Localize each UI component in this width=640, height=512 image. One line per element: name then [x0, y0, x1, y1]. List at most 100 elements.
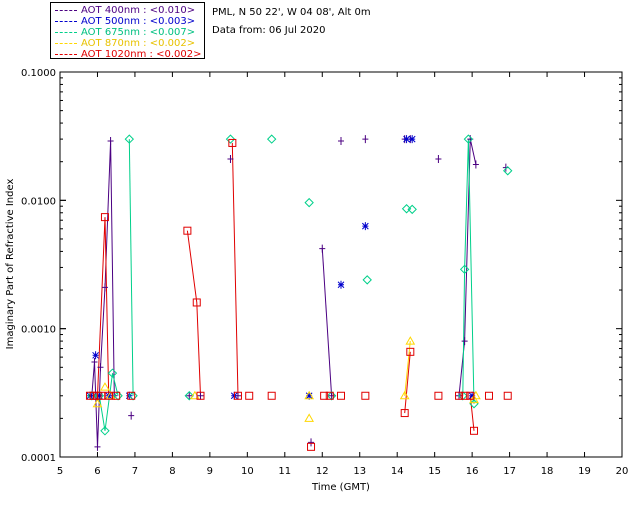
point-marker-diamond	[266, 134, 277, 144]
point-marker-square	[455, 391, 464, 400]
point-marker-plus	[97, 363, 104, 372]
x-tick-label: 18	[541, 466, 554, 477]
point-marker-square	[192, 298, 201, 307]
x-tick-label: 8	[169, 466, 175, 477]
point-marker-square	[112, 391, 121, 400]
point-marker-diamond	[107, 368, 118, 378]
point-marker-diamond	[184, 391, 194, 401]
point-marker-plus	[338, 136, 344, 145]
point-marker-asterisk	[468, 391, 476, 400]
point-marker-square	[434, 391, 443, 400]
point-marker-triangle	[405, 336, 416, 345]
y-tick-label: 0.0100	[21, 196, 56, 207]
series-lines	[91, 138, 477, 447]
point-marker-square	[127, 391, 136, 400]
point-marker-plus	[461, 337, 468, 346]
point-marker-diamond	[407, 204, 417, 215]
point-marker-plus	[107, 136, 114, 145]
x-tick-label: 19	[578, 466, 591, 477]
point-marker-square	[320, 391, 329, 400]
point-marker-square	[245, 391, 254, 400]
point-marker-square	[183, 226, 192, 235]
legend-item-500nm: AOT 500nm : <0.003>	[55, 16, 195, 27]
x-tick-label: 15	[428, 466, 441, 477]
x-axis-label: Time (GMT)	[311, 482, 370, 493]
series-line	[128, 139, 134, 396]
legend-swatch	[55, 31, 77, 33]
x-tick-label: 13	[353, 466, 366, 477]
legend-item-1020nm: AOT 1020nm : <0.002>	[55, 49, 201, 60]
point-marker-plus	[362, 135, 369, 144]
x-tick-label: 9	[207, 466, 213, 477]
point-marker-square	[470, 426, 479, 435]
point-marker-diamond	[463, 134, 474, 144]
point-marker-square	[503, 391, 512, 400]
x-tick-label: 14	[391, 466, 404, 477]
point-marker-asterisk	[403, 135, 410, 144]
legend-label: AOT 870nm : <0.002>	[81, 38, 196, 49]
point-marker-triangle	[100, 382, 110, 391]
legend-swatch	[55, 53, 77, 55]
legend-swatch	[55, 20, 77, 22]
point-marker-square	[484, 391, 493, 400]
y-tick-label: 0.0010	[21, 325, 56, 336]
point-marker-triangle	[92, 398, 103, 408]
x-tick-label: 7	[132, 466, 138, 477]
series-line	[97, 217, 110, 396]
y-tick-label: 0.1000	[21, 68, 56, 79]
point-marker-square	[361, 391, 370, 400]
series-line	[404, 351, 411, 414]
point-marker-asterisk	[337, 280, 345, 289]
series-line	[186, 230, 201, 396]
x-tick-label: 16	[466, 466, 479, 477]
series-line	[321, 248, 333, 396]
point-marker-square	[337, 391, 345, 400]
point-marker-square	[325, 391, 334, 400]
point-marker-square	[406, 347, 415, 356]
y-tick-label: 0.0001	[21, 453, 56, 464]
series-line	[462, 139, 475, 404]
y-axis-label: Imaginary Part of Refractive Index	[5, 179, 16, 350]
legend-label: AOT 400nm : <0.010>	[81, 5, 196, 16]
point-marker-triangle	[399, 390, 410, 400]
point-marker-asterisk	[92, 351, 99, 360]
y-axis: 0.0001 0.0010 0.0100 0.1000	[21, 68, 622, 464]
series-line	[231, 142, 239, 396]
legend-swatch	[55, 42, 77, 44]
series-line	[98, 373, 119, 431]
legend-swatch	[55, 9, 77, 11]
point-marker-diamond	[124, 134, 135, 144]
point-marker-plus	[91, 357, 98, 366]
point-marker-square	[307, 442, 316, 451]
x-tick-label: 5	[57, 466, 63, 477]
point-marker-plus	[308, 438, 315, 447]
x-tick-label: 6	[94, 466, 100, 477]
point-marker-diamond	[225, 134, 236, 144]
date-info: Data from: 06 Jul 2020	[212, 25, 326, 36]
site-info: PML, N 50 22', W 04 08', Alt 0m	[212, 7, 371, 18]
point-marker-plus	[319, 244, 326, 253]
point-marker-triangle	[304, 413, 315, 422]
point-marker-plus	[101, 283, 108, 292]
point-marker-asterisk	[408, 135, 416, 144]
point-marker-diamond	[100, 426, 110, 436]
point-marker-square	[228, 138, 237, 147]
point-marker-plus	[197, 391, 204, 400]
legend-label: AOT 500nm : <0.003>	[81, 16, 196, 27]
point-marker-plus	[94, 442, 101, 451]
point-marker-plus	[472, 160, 479, 169]
point-marker-diamond	[503, 166, 513, 176]
series-line	[458, 138, 477, 396]
point-marker-diamond	[459, 264, 470, 275]
x-tick-label: 20	[616, 466, 629, 477]
x-axis: 5 6 7 8 9 10 11 12 13 14 15 16 17 18 19 20	[57, 72, 629, 477]
x-tick-label: 11	[278, 466, 291, 477]
legend: AOT 400nm : <0.010> AOT 500nm : <0.003> …	[50, 2, 205, 60]
plot-area	[59, 71, 623, 458]
point-marker-plus	[435, 154, 442, 163]
point-marker-asterisk	[305, 391, 313, 400]
point-marker-square	[196, 391, 205, 400]
x-tick-label: 17	[503, 466, 516, 477]
legend-item-870nm: AOT 870nm : <0.002>	[55, 38, 195, 49]
point-marker-diamond	[362, 275, 372, 285]
